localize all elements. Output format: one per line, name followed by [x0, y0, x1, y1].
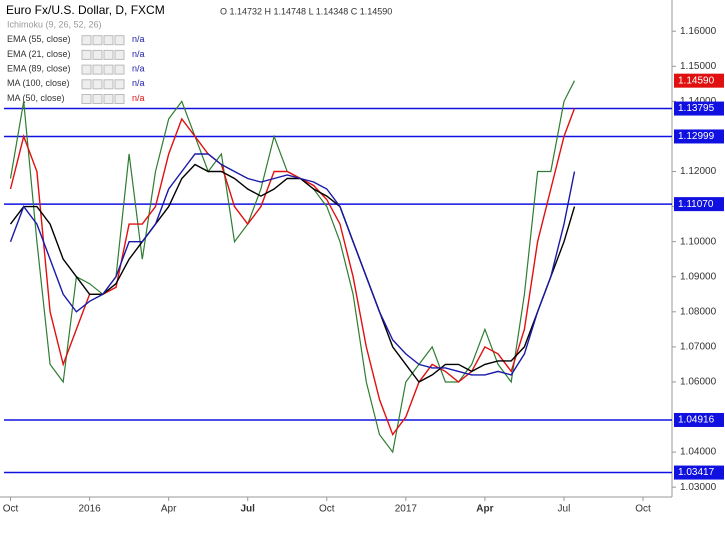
y-tick-label: 1.08000 — [680, 306, 717, 317]
x-tick-label: Apr — [161, 504, 177, 515]
x-tick-label: Oct — [3, 504, 19, 515]
indicator-button — [92, 35, 103, 46]
indicator-label: EMA (55, close) — [7, 34, 71, 44]
indicator-button — [114, 79, 125, 90]
y-tick-label: 1.09000 — [680, 271, 717, 282]
level-label: 1.12999 — [678, 131, 715, 142]
y-tick-label: 1.06000 — [680, 377, 717, 388]
indicator-button — [81, 79, 92, 90]
indicator-label: EMA (21, close) — [7, 49, 71, 59]
x-tick-label: 2017 — [395, 504, 418, 515]
chart-title: Euro Fx/U.S. Dollar, D, FXCM — [6, 3, 165, 17]
indicator-button — [81, 94, 92, 104]
y-tick-label: 1.15000 — [680, 61, 717, 72]
indicator-value: n/a — [132, 93, 145, 103]
level-label: 1.04916 — [678, 415, 715, 426]
y-tick-label: 1.16000 — [680, 26, 717, 37]
y-tick-label: 1.14000 — [680, 96, 717, 107]
indicator-button — [81, 35, 92, 46]
x-tick-label: Apr — [476, 504, 493, 515]
x-tick-label: 2016 — [78, 504, 101, 515]
indicator-button — [114, 49, 125, 60]
y-tick-label: 1.10000 — [680, 236, 717, 247]
series-line — [9, 153, 576, 376]
y-tick-label: 1.07000 — [680, 342, 717, 353]
last-price-label: 1.14590 — [678, 75, 715, 86]
indicator-button — [92, 64, 103, 75]
x-tick-label: Oct — [635, 504, 651, 515]
indicator-button — [114, 64, 125, 75]
last-price-tag — [674, 73, 724, 88]
indicator-label: Ichimoku (9, 26, 52, 26) — [7, 19, 102, 29]
indicator-value: n/a — [132, 63, 145, 73]
level-tag — [674, 101, 724, 116]
level-tag — [674, 129, 724, 144]
level-tag — [674, 412, 724, 427]
indicator-value: n/a — [132, 49, 145, 59]
indicator-button — [103, 94, 114, 104]
indicator-value: n/a — [132, 78, 145, 88]
indicator-button — [103, 64, 114, 75]
x-tick-label: Jul — [558, 504, 571, 515]
indicator-value: n/a — [132, 34, 145, 44]
level-tag — [674, 465, 724, 480]
y-tick-label: 1.04000 — [680, 447, 717, 458]
indicator-button — [103, 35, 114, 46]
y-tick-label: 1.12000 — [680, 166, 717, 177]
x-tick-label: Oct — [319, 504, 335, 515]
indicator-button — [92, 79, 103, 90]
indicator-button — [114, 35, 125, 46]
indicator-button — [81, 49, 92, 60]
level-label: 1.13795 — [678, 103, 715, 114]
ohlc-readout: O 1.14732 H 1.14748 L 1.14348 C 1.14590 — [220, 6, 392, 16]
indicator-button — [114, 94, 125, 104]
level-label: 1.03417 — [678, 467, 715, 478]
indicator-label: EMA (89, close) — [7, 63, 71, 73]
indicator-button — [92, 94, 103, 104]
x-tick-label: Jul — [240, 504, 255, 515]
indicator-label: MA (50, close) — [7, 93, 65, 103]
level-tag — [674, 197, 724, 212]
level-label: 1.11070 — [678, 199, 714, 210]
indicator-label: MA (100, close) — [7, 78, 70, 88]
indicator-button — [92, 49, 103, 60]
indicator-button — [103, 79, 114, 90]
indicator-button — [103, 49, 114, 60]
y-tick-label: 1.03000 — [680, 482, 717, 493]
indicator-button — [81, 64, 92, 75]
